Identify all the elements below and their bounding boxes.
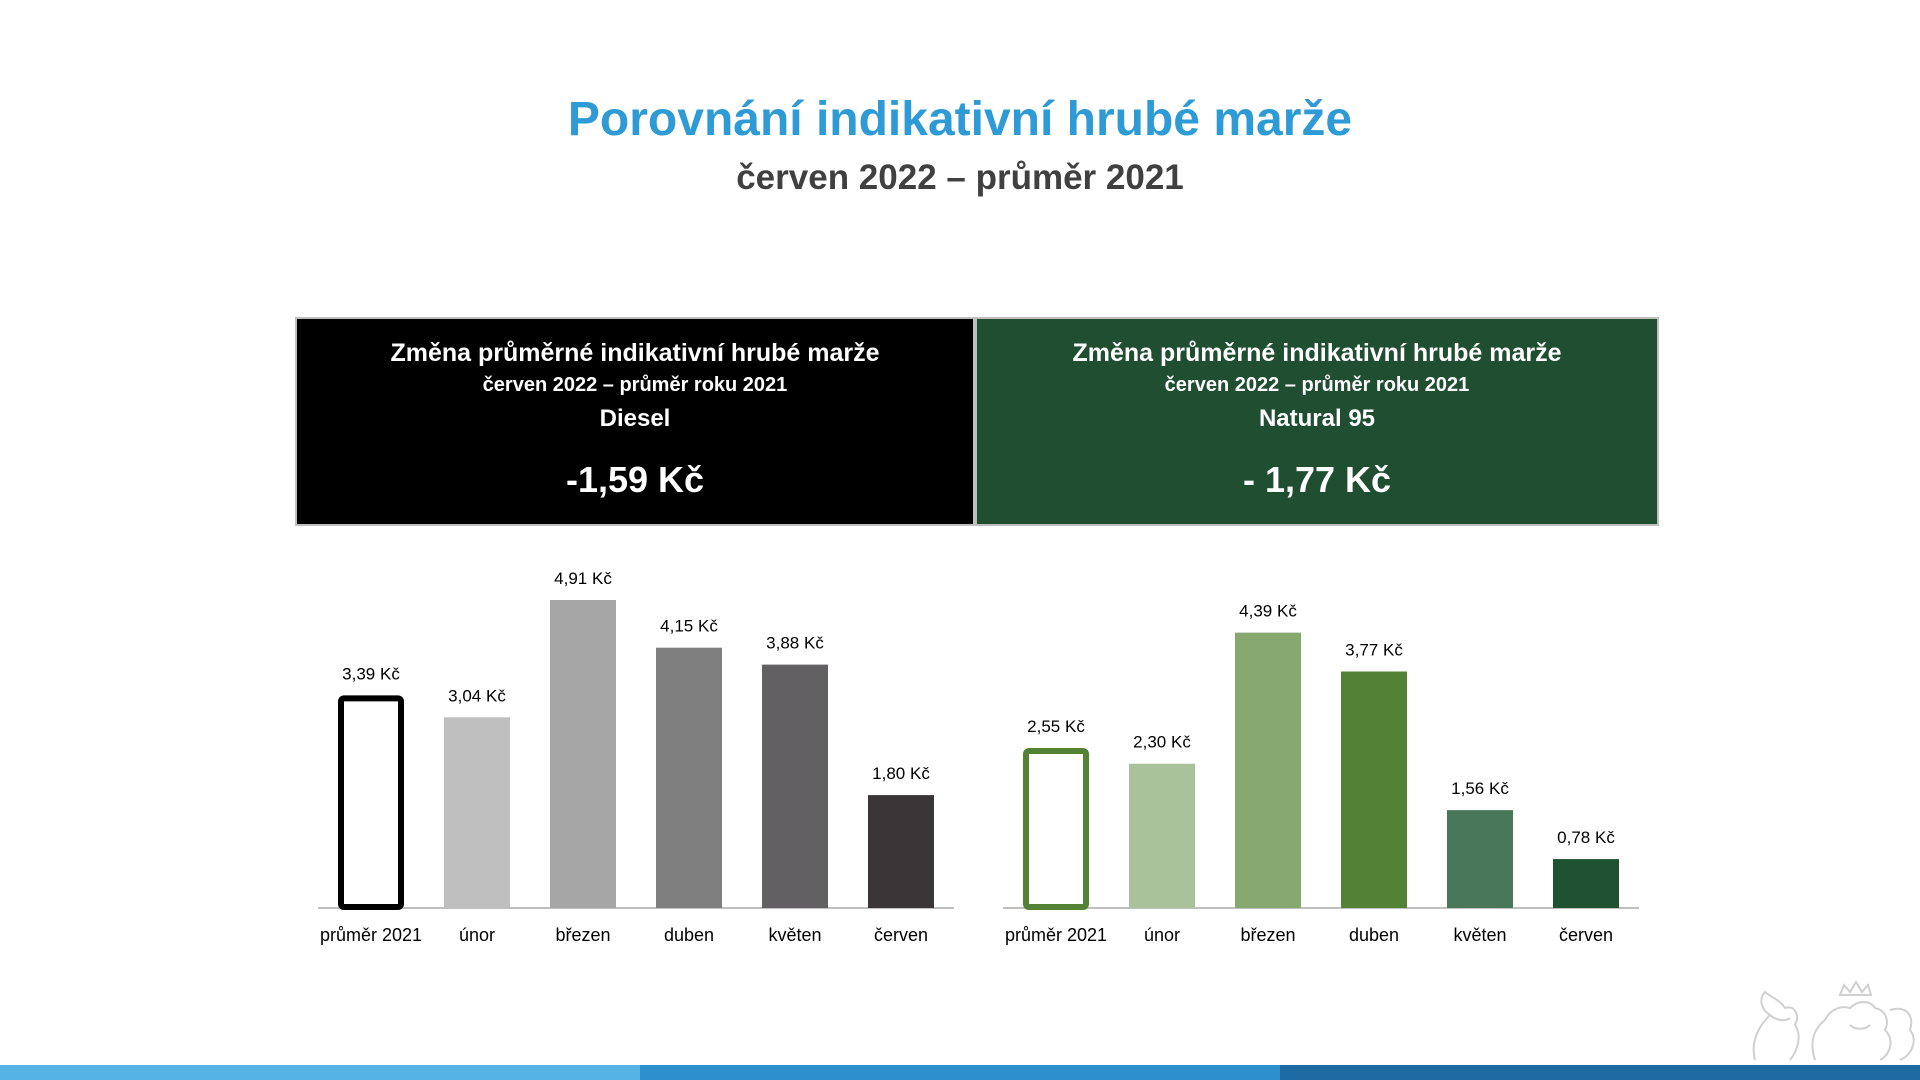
natural-panel-fuel: Natural 95 (1258, 405, 1376, 432)
page-title: Porovnání indikativní hrubé marže (567, 93, 1353, 146)
natural-bar-chart: 2,55 Kč průměr 2021 2,30 Kč únor 4,39 Kč břez… (1003, 602, 1639, 945)
diesel-category-label-2: únor (459, 925, 495, 945)
diesel-bar-chart: 3,39 Kč průměr 2021 3,04 Kč únor 4,91 Kč břez… (318, 569, 954, 945)
diesel-bar-4 (656, 647, 722, 908)
natural-data-label-6: 0,78 Kč (1557, 828, 1615, 847)
diesel-category-label-1: průměr 2021 (320, 925, 422, 945)
natural-bar-1 (1023, 748, 1089, 911)
diesel-bar-1 (338, 695, 404, 911)
diesel-data-label-3: 4,91 Kč (554, 569, 612, 588)
natural-category-label-5: květen (1453, 925, 1506, 945)
diesel-category-label-3: březen (555, 925, 610, 945)
natural-data-label-4: 3,77 Kč (1345, 641, 1403, 660)
footer-bar-segment-3 (1280, 1065, 1920, 1080)
natural-bar-3 (1235, 632, 1301, 908)
natural-bar-4 (1341, 671, 1407, 908)
natural-panel-heading: Změna průměrné indikativní hrubé marže (1072, 339, 1562, 367)
diesel-category-label-5: květen (768, 925, 821, 945)
footer-bar-segment-2 (640, 1065, 1280, 1080)
diesel-summary-panel: Změna průměrné indikativní hrubé marže č… (295, 317, 975, 526)
diesel-data-label-2: 3,04 Kč (448, 686, 506, 705)
natural-category-label-1: průměr 2021 (1005, 925, 1107, 945)
diesel-bar-3 (550, 600, 616, 908)
natural-bar-2 (1129, 763, 1195, 908)
natural-panel-change: - 1,77 Kč (1242, 459, 1392, 500)
natural-data-label-1: 2,55 Kč (1027, 717, 1085, 736)
diesel-data-label-5: 3,88 Kč (766, 634, 824, 653)
natural-bar-6 (1553, 859, 1619, 908)
diesel-bar-6 (868, 795, 934, 908)
diesel-category-label-6: červen (874, 925, 928, 945)
natural-category-label-4: duben (1349, 925, 1399, 945)
page-subtitle: červen 2022 – průměr 2021 (736, 158, 1184, 197)
natural-panel-period: červen 2022 – průměr roku 2021 (1164, 374, 1470, 396)
diesel-category-label-4: duben (664, 925, 714, 945)
natural-bar-5 (1447, 810, 1513, 908)
diesel-panel-change: -1,59 Kč (565, 459, 705, 500)
natural-category-label-3: březen (1240, 925, 1295, 945)
diesel-data-label-1: 3,39 Kč (342, 664, 400, 683)
lion-emblem-icon (1752, 980, 1915, 1061)
footer-bar-segment-1 (0, 1065, 640, 1080)
diesel-panel-heading: Změna průměrné indikativní hrubé marže (390, 339, 880, 367)
natural-category-label-2: únor (1144, 925, 1180, 945)
diesel-data-label-4: 4,15 Kč (660, 617, 718, 636)
diesel-panel-fuel: Diesel (599, 405, 671, 432)
diesel-bar-2 (444, 717, 510, 908)
diesel-bar-5 (762, 664, 828, 908)
diesel-panel-period: červen 2022 – průměr roku 2021 (482, 374, 788, 396)
natural-data-label-5: 1,56 Kč (1451, 779, 1509, 798)
natural-data-label-3: 4,39 Kč (1239, 602, 1297, 621)
diesel-data-label-6: 1,80 Kč (872, 764, 930, 783)
natural-data-label-2: 2,30 Kč (1133, 733, 1191, 752)
natural-category-label-6: červen (1559, 925, 1613, 945)
natural-summary-panel: Změna průměrné indikativní hrubé marže č… (975, 317, 1659, 526)
